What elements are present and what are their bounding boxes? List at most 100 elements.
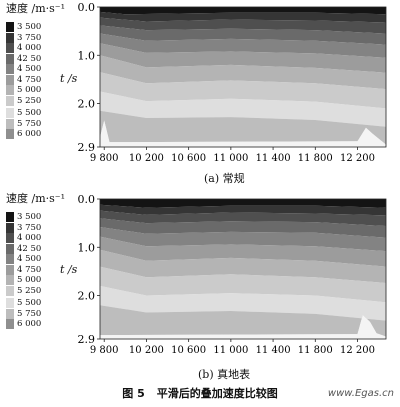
legend-entry: 3 750 xyxy=(6,222,68,234)
legend-entry: 5 500 xyxy=(6,108,68,119)
velocity-band-5750 xyxy=(100,305,386,337)
velocity-bands xyxy=(100,199,386,339)
x-tick-label: 10 600 xyxy=(171,153,206,164)
velocity-plot-b: 0.0 1.0 2.0 2.99 800 10 200 10 600 11 000 11 40… xyxy=(78,193,387,356)
y-tick-label: 0.0 xyxy=(78,193,96,206)
legend-swatch xyxy=(6,118,14,129)
legend-title: 速度 /m·s⁻¹ xyxy=(6,192,65,205)
velocity-band-4500 xyxy=(100,227,386,252)
x-tick-label: 11 400 xyxy=(256,345,291,356)
x-tick-label: 11 400 xyxy=(256,153,291,164)
x-tick-label: 12 200 xyxy=(340,345,375,356)
velocity-band-6000 xyxy=(100,120,386,147)
legend-swatch xyxy=(6,285,14,296)
x-tick-label: 11 000 xyxy=(213,345,248,356)
plot-frame xyxy=(99,198,387,340)
legend-entry: 4 000 xyxy=(6,233,68,244)
legend-swatch xyxy=(6,64,14,75)
legend-swatch xyxy=(6,275,14,286)
legend-label: 3 500 xyxy=(17,22,42,33)
x-tick-label: 10 600 xyxy=(171,345,206,356)
legend-swatch xyxy=(6,298,14,309)
velocity-plot-a: 0.0 1.0 2.0 2.99 800 10 200 10 600 11 000 11 40… xyxy=(78,1,387,164)
figure-caption: 图 5 平滑后的叠加速度比较图 xyxy=(0,385,400,401)
velocity-band-4000 xyxy=(100,17,386,34)
legend: 3 500 3 750 4 000 42 50 4 500 4 750 5 000 5 250… xyxy=(6,212,68,330)
figure-label: 图 5 xyxy=(122,387,145,400)
legend-entry: 5 250 xyxy=(6,95,68,107)
legend-label: 4 000 xyxy=(17,233,42,244)
legend-swatch xyxy=(6,243,14,254)
legend-entry: 6 000 xyxy=(6,129,68,140)
y-axis-label: t /s xyxy=(60,263,78,276)
legend-entry: 5 750 xyxy=(6,118,68,130)
y-tick-label: 2.0 xyxy=(78,98,96,111)
legend-swatch xyxy=(6,129,14,140)
y-tick-label: 2.9 xyxy=(78,141,96,154)
legend-label: 4 500 xyxy=(17,254,42,265)
legend-label: 5 000 xyxy=(17,275,42,286)
y-tick-label: 2.9 xyxy=(78,333,96,346)
legend-entry: 4 750 xyxy=(6,74,68,86)
legend-entry: 6 000 xyxy=(6,319,68,330)
legend-entry: 5 250 xyxy=(6,285,68,297)
velocity-band-4500 xyxy=(100,33,386,58)
legend-swatch xyxy=(6,308,14,319)
legend-label: 6 000 xyxy=(17,319,42,330)
legend-label: 3 750 xyxy=(17,32,42,43)
legend-entry: 42 50 xyxy=(6,243,68,255)
velocity-band-5500 xyxy=(100,285,386,321)
velocity-band-3750 xyxy=(100,11,386,23)
velocity-band-3500 xyxy=(100,7,386,15)
figure-title: 平滑后的叠加速度比较图 xyxy=(156,387,278,400)
velocity-band-5250 xyxy=(100,266,386,303)
y-tick-label: 2.0 xyxy=(78,290,96,303)
x-tick-label: 12 200 xyxy=(340,153,375,164)
legend-label: 5 250 xyxy=(17,95,42,106)
legend-swatch xyxy=(6,74,14,85)
legend-entry: 5 500 xyxy=(6,298,68,309)
velocity-band-5500 xyxy=(100,91,386,127)
legend-label: 5 750 xyxy=(17,118,42,129)
legend-swatch xyxy=(6,95,14,106)
velocity-band-5000 xyxy=(100,249,386,283)
legend-swatch xyxy=(6,43,14,54)
legend-swatch xyxy=(6,319,14,330)
x-tick-label: 11 000 xyxy=(213,153,248,164)
legend-label: 42 50 xyxy=(17,53,42,64)
legend-swatch xyxy=(6,264,14,275)
legend-swatch xyxy=(6,32,14,43)
x-tick-label: 9 800 xyxy=(90,345,119,356)
legend-label: 5 000 xyxy=(17,85,42,96)
watermark: www.Egas.cn xyxy=(327,388,394,399)
velocity-band-4750 xyxy=(100,236,386,267)
velocity-band-3500 xyxy=(100,199,386,208)
x-tick-label: 11 800 xyxy=(298,345,333,356)
legend-label: 42 50 xyxy=(17,243,42,254)
y-tick-label: 1.0 xyxy=(78,241,96,254)
legend-label: 4 000 xyxy=(17,43,42,54)
legend-label: 4 750 xyxy=(17,74,42,85)
legend-swatch xyxy=(6,85,14,96)
legend-entry: 4 000 xyxy=(6,43,68,54)
x-tick-label: 10 200 xyxy=(129,345,164,356)
legend-swatch xyxy=(6,254,14,265)
legend: 3 500 3 750 4 000 42 50 4 500 4 750 5 000 5 250… xyxy=(6,22,68,140)
legend-label: 3 750 xyxy=(17,222,42,233)
legend-entry: 4 750 xyxy=(6,264,68,276)
velocity-band-5000 xyxy=(100,55,386,90)
velocity-band-4250 xyxy=(100,25,386,45)
legend-label: 5 500 xyxy=(17,298,42,309)
x-tick-label: 11 800 xyxy=(298,153,333,164)
legend-label: 3 500 xyxy=(17,212,42,223)
legend-label: 5 250 xyxy=(17,285,42,296)
legend-swatch xyxy=(6,212,14,223)
legend-swatch xyxy=(6,233,14,244)
legend-swatch xyxy=(6,22,14,33)
velocity-band-4000 xyxy=(100,210,386,227)
legend-swatch xyxy=(6,108,14,119)
legend-label: 5 500 xyxy=(17,108,42,119)
legend-entry: 3 750 xyxy=(6,32,68,44)
x-tick-label: 10 200 xyxy=(129,153,164,164)
